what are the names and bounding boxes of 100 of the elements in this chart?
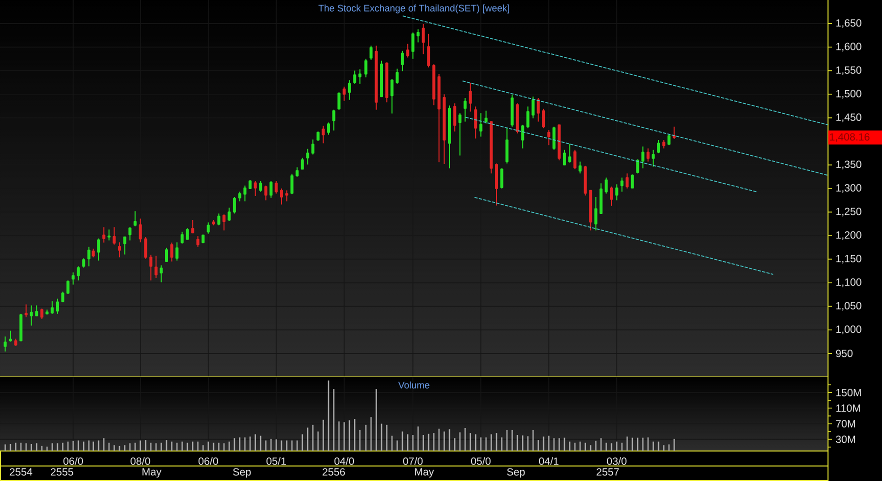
- candlestick: [322, 125, 325, 144]
- y-tick-label: 1,500: [836, 90, 862, 99]
- candlestick: [484, 110, 488, 124]
- candlestick: [212, 220, 216, 226]
- candlestick: [337, 92, 340, 110]
- candlestick: [458, 112, 462, 156]
- y-tick-label: 950: [836, 350, 853, 358]
- candlestick: [474, 106, 478, 140]
- x2-tick-label: 2557: [596, 468, 619, 476]
- candlestick: [206, 222, 210, 234]
- y-tick-label: 1,050: [836, 302, 862, 311]
- text: 1,408.16: [830, 133, 870, 142]
- candlestick: [232, 196, 236, 214]
- candlestick: [505, 128, 508, 164]
- candlestick: [406, 43, 410, 58]
- candlestick: [128, 226, 132, 241]
- x-tick-label: 08/0: [130, 457, 150, 465]
- x-tick-label: 04/1: [539, 457, 558, 465]
- candlestick: [8, 330, 12, 342]
- candlestick: [144, 236, 148, 260]
- candlestick: [422, 24, 425, 55]
- y-tick-label: 1,100: [836, 278, 862, 288]
- chart-title: Volume: [398, 382, 430, 388]
- candlestick: [370, 45, 373, 60]
- x-tick-label: 05/1: [266, 457, 286, 465]
- candlestick: [542, 108, 546, 129]
- candlestick: [453, 102, 456, 132]
- x2-tick-label: May: [142, 468, 162, 478]
- candlestick: [165, 247, 168, 262]
- candlestick: [311, 138, 314, 156]
- candlestick: [50, 300, 54, 314]
- candlestick: [186, 228, 189, 240]
- candlestick: [495, 163, 498, 206]
- candlestick: [196, 236, 200, 248]
- candlestick: [547, 130, 550, 146]
- candlestick: [516, 102, 519, 134]
- x-tick-label: 06/0: [198, 457, 218, 465]
- candlestick: [568, 143, 572, 164]
- x-tick-label: 06/0: [63, 457, 83, 465]
- candlestick: [380, 60, 384, 98]
- candlestick: [348, 80, 351, 100]
- candlestick: [610, 186, 613, 206]
- candlestick: [285, 190, 288, 202]
- candlestick: [578, 161, 582, 174]
- candlestick: [490, 120, 493, 174]
- y-tick-label: 1,550: [836, 66, 862, 76]
- y-tick-label: 1,250: [836, 208, 862, 216]
- candlestick: [134, 210, 137, 227]
- y-tick-label: 1,350: [836, 160, 862, 170]
- candlestick: [154, 255, 158, 279]
- candlestick: [123, 236, 126, 255]
- candlestick: [353, 70, 356, 84]
- x2-tick-label: 2556: [322, 468, 345, 476]
- candlestick: [280, 188, 283, 206]
- candlestick: [500, 168, 504, 189]
- candlestick: [300, 157, 304, 170]
- x2-tick-label: Sep: [507, 468, 525, 478]
- candlestick: [552, 126, 556, 150]
- candlestick: [274, 180, 278, 194]
- candlestick: [238, 191, 242, 202]
- x-tick-label: 03/0: [606, 457, 626, 465]
- x2-tick-label: May: [415, 468, 434, 478]
- y-tick-label: 1,150: [836, 254, 862, 264]
- candlestick: [411, 32, 414, 60]
- candlestick: [526, 106, 530, 129]
- y-tick-label: 150M: [836, 388, 861, 396]
- y-tick-label: 30M: [836, 436, 856, 444]
- candlestick: [290, 173, 294, 195]
- candlestick: [180, 231, 184, 244]
- candlestick: [594, 196, 598, 231]
- candlestick: [342, 86, 346, 102]
- candlestick: [243, 185, 246, 202]
- candlestick: [112, 226, 116, 246]
- candlestick: [558, 124, 561, 161]
- candlestick: [400, 50, 404, 72]
- candlestick: [662, 139, 666, 149]
- candlestick: [584, 165, 587, 196]
- x2-tick-label: 2554: [10, 468, 32, 476]
- candlestick: [448, 105, 451, 169]
- candlestick: [636, 158, 640, 174]
- y-tick-label: 1,450: [836, 113, 862, 122]
- candlestick: [97, 238, 100, 262]
- candlestick: [254, 180, 257, 197]
- candlestick: [626, 172, 629, 189]
- candlestick: [306, 148, 310, 165]
- candlestick: [118, 242, 121, 258]
- candlestick: [264, 185, 268, 201]
- candlestick: [175, 242, 178, 262]
- candlestick: [615, 184, 618, 201]
- candlestick: [442, 94, 446, 164]
- candlestick: [468, 82, 472, 112]
- candlestick: [102, 226, 106, 244]
- candlestick: [4, 336, 7, 352]
- candlestick: [66, 280, 70, 295]
- candlestick: [222, 214, 226, 231]
- y-tick-label: 1,300: [836, 184, 862, 193]
- candlestick: [536, 98, 540, 122]
- candlestick: [641, 146, 644, 169]
- candlestick: [46, 309, 49, 315]
- candlestick: [92, 248, 95, 258]
